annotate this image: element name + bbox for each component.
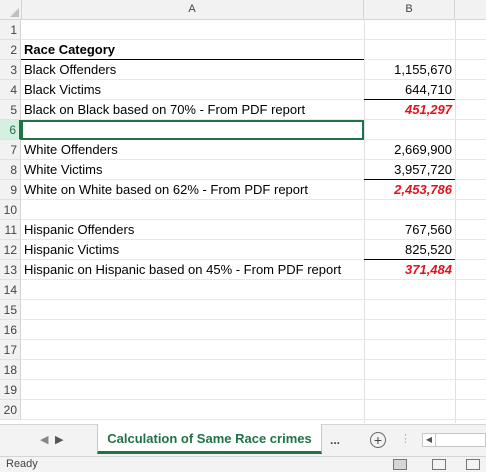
cell-b-total[interactable]: 2,453,786: [394, 182, 452, 197]
row-header[interactable]: 2: [0, 40, 21, 60]
row-header[interactable]: 6: [0, 120, 21, 140]
row-header[interactable]: 12: [0, 240, 21, 260]
row-gridline: [21, 259, 486, 260]
cell-b[interactable]: 3,957,720: [394, 162, 452, 177]
active-cell-selection: [21, 120, 364, 140]
row-header[interactable]: 11: [0, 220, 21, 240]
cell-bottom-border: [364, 259, 455, 260]
tab-overflow-button[interactable]: ...: [330, 433, 341, 447]
cell-bottom-border: [21, 59, 364, 60]
row-gridline: [21, 359, 486, 360]
row-gridline: [21, 399, 486, 400]
cell-a[interactable]: Black Victims: [24, 82, 102, 97]
scroll-left-icon[interactable]: ◀: [423, 434, 436, 446]
row-header[interactable]: 14: [0, 280, 21, 300]
row-gridline: [21, 379, 486, 380]
row-header[interactable]: 9: [0, 180, 21, 200]
sheet-tab-bar: ◀ ▶ Calculation of Same Race crimes ... …: [0, 424, 486, 457]
status-text: Ready: [6, 458, 38, 470]
row-gridline: [21, 119, 486, 120]
row-gridline: [21, 179, 486, 180]
page-layout-icon[interactable]: [432, 459, 446, 470]
row-header[interactable]: 20: [0, 400, 21, 420]
column-header-b[interactable]: B: [364, 0, 455, 19]
row-header[interactable]: 4: [0, 80, 21, 100]
row-gridline: [21, 199, 486, 200]
row-gridline: [21, 339, 486, 340]
row-header[interactable]: 13: [0, 260, 21, 280]
cell-a[interactable]: Black Offenders: [24, 62, 117, 77]
cell-a[interactable]: Hispanic on Hispanic based on 45% - From…: [24, 262, 342, 277]
row-gridline: [21, 239, 486, 240]
status-bar: Ready: [0, 456, 486, 472]
cell-bottom-border: [364, 179, 455, 180]
row-header[interactable]: 15: [0, 300, 21, 320]
select-all-triangle-icon: [10, 8, 19, 17]
row-header[interactable]: 10: [0, 200, 21, 220]
row-header[interactable]: 3: [0, 60, 21, 80]
cell-a[interactable]: White Offenders: [24, 142, 118, 157]
row-gridline: [21, 319, 486, 320]
column-gridline: [455, 19, 456, 423]
cell-a[interactable]: Black on Black based on 70% - From PDF r…: [24, 102, 306, 117]
cell-a[interactable]: Race Category: [24, 42, 116, 57]
cell-a[interactable]: Hispanic Offenders: [24, 222, 135, 237]
cell-b[interactable]: 825,520: [405, 242, 452, 257]
row-gridline: [21, 79, 486, 80]
row-header[interactable]: 17: [0, 340, 21, 360]
row-gridline: [21, 279, 486, 280]
chevron-right-icon[interactable]: ▶: [55, 434, 64, 446]
chevron-left-icon[interactable]: ◀: [40, 434, 49, 446]
row-header[interactable]: 19: [0, 380, 21, 400]
cell-a[interactable]: White Victims: [24, 162, 103, 177]
cell-b[interactable]: 2,669,900: [394, 142, 452, 157]
row-header[interactable]: 16: [0, 320, 21, 340]
row-gridline: [21, 99, 486, 100]
row-header[interactable]: 5: [0, 100, 21, 120]
row-gridline: [21, 159, 486, 160]
cell-b[interactable]: 767,560: [405, 222, 452, 237]
splitter-handle-icon[interactable]: ⋮: [400, 433, 411, 445]
row-gridline: [21, 39, 486, 40]
column-header-row: A B: [0, 0, 486, 20]
cell-a[interactable]: Hispanic Victims: [24, 242, 120, 257]
page-break-icon[interactable]: [466, 459, 480, 470]
row-gridline: [21, 219, 486, 220]
row-gridline: [21, 299, 486, 300]
horizontal-scrollbar[interactable]: ◀: [422, 433, 486, 447]
cell-a[interactable]: White on White based on 62% - From PDF r…: [24, 182, 308, 197]
row-header[interactable]: 7: [0, 140, 21, 160]
column-header-a[interactable]: A: [21, 0, 364, 19]
cell-b-total[interactable]: 371,484: [405, 262, 452, 277]
column-gridline: [364, 19, 365, 423]
row-header[interactable]: 1: [0, 20, 21, 40]
grid-view-icon[interactable]: [393, 459, 407, 470]
row-header[interactable]: 8: [0, 160, 21, 180]
row-gridline: [21, 419, 486, 420]
row-header[interactable]: 18: [0, 360, 21, 380]
plus-circle-icon[interactable]: +: [370, 432, 386, 448]
cell-b[interactable]: 644,710: [405, 82, 452, 97]
cell-b[interactable]: 1,155,670: [394, 62, 452, 77]
select-all-corner[interactable]: [0, 0, 22, 19]
column-header-c[interactable]: [455, 0, 486, 19]
sheet-tab-active[interactable]: Calculation of Same Race crimes: [97, 424, 322, 454]
cell-bottom-border: [364, 99, 455, 100]
cell-b-total[interactable]: 451,297: [405, 102, 452, 117]
